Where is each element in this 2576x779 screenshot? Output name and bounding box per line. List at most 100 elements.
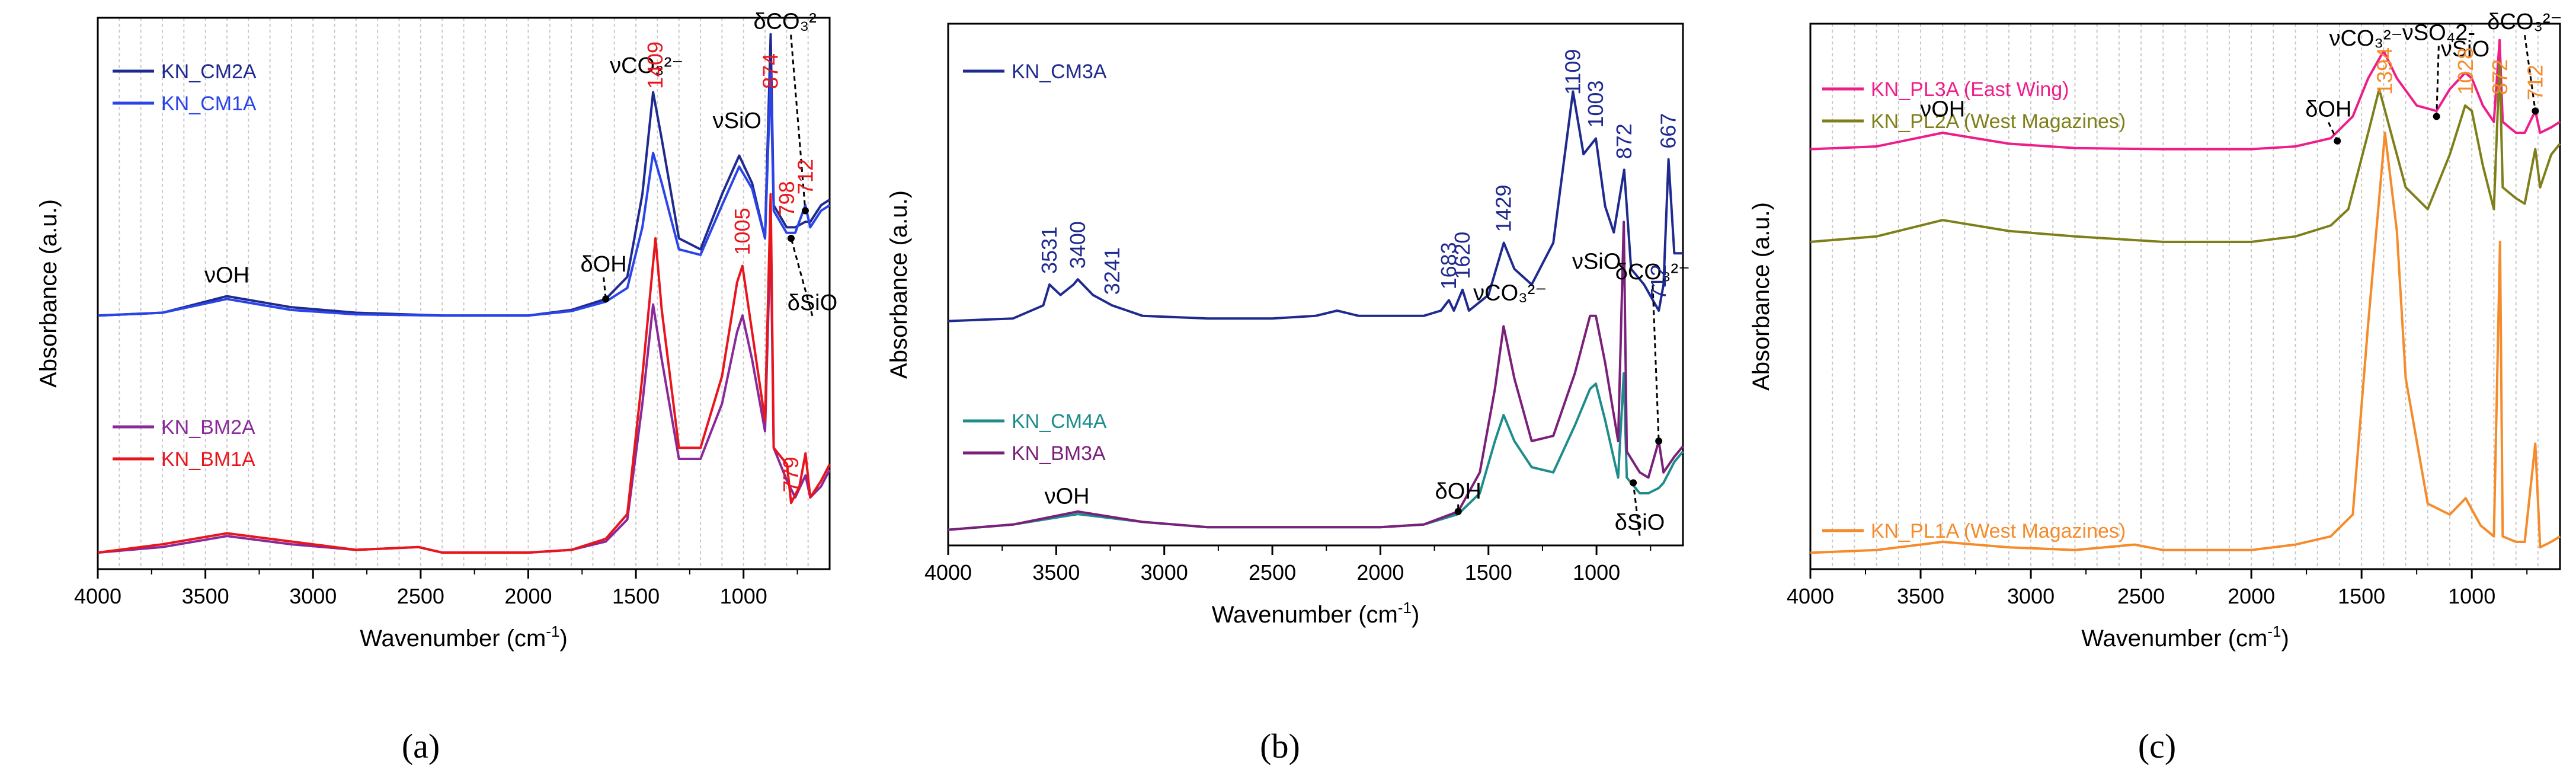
panel-caption-a: (a) (402, 727, 440, 765)
annotation-arrowhead (1454, 507, 1462, 515)
band-annotation: δOH (1435, 479, 1481, 504)
peak-label: 1028 (2453, 47, 2478, 95)
series-line-kn_bm3a (948, 221, 1684, 531)
plot-frame (1809, 23, 2561, 570)
peak-label: 1003 (1583, 81, 1608, 128)
peak-label: 1429 (1492, 185, 1516, 232)
legend-label: KN_CM1A (161, 92, 257, 115)
annotation-arrowhead (2532, 107, 2539, 115)
peak-label: 1683 (1436, 242, 1461, 289)
x-tick-label: 4000 (924, 560, 972, 585)
annotation-arrow (2523, 34, 2536, 111)
annotation-arrowhead (2334, 137, 2341, 145)
band-annotation: νCO₃²⁻ (1473, 280, 1547, 305)
peak-label: 1620 (1450, 232, 1474, 279)
x-tick-label: 3000 (289, 584, 337, 608)
plot-frame (97, 17, 831, 570)
y-axis-label: Absorbance (a.u.) (36, 199, 62, 388)
x-tick-label: 3000 (2007, 584, 2055, 608)
plot-frame (947, 23, 1684, 547)
legend-label: KN_PL1A (West Magazines) (1871, 520, 2126, 542)
annotation-arrowhead (801, 207, 809, 215)
annotation-arrow (790, 34, 807, 211)
x-tick-label: 2500 (2117, 584, 2165, 608)
chart-panel-b: 4000 3500 3000 2500 2000 1500 1000 Wavenumber (… (886, 23, 1690, 628)
band-annotation: νSiO (1572, 250, 1621, 274)
band-annotation: δCO₃²⁻ (2487, 9, 2562, 34)
x-tick-label: 2000 (504, 584, 552, 608)
band-annotation: νCO₃²⁻ (610, 53, 683, 78)
band-annotation: νSiO (713, 108, 761, 133)
x-tick-label: 1500 (612, 584, 660, 608)
legend-label: KN_BM3A (1012, 442, 1106, 465)
peak-label: 1394 (2373, 47, 2397, 95)
x-tick-label: 2000 (2228, 584, 2275, 608)
annotation-arrow (603, 277, 607, 299)
band-annotation: νOH (1920, 97, 1965, 122)
panel-caption-c: (c) (2138, 727, 2176, 765)
peak-label: 712 (793, 159, 817, 194)
x-tick-label: 3500 (1897, 584, 1944, 608)
peak-label: 798 (775, 181, 799, 216)
peak-label: 1409 (643, 41, 667, 89)
series-line-kn_pl2a (1810, 60, 2561, 243)
legend-label: KN_PL2A (West Magazines) (1871, 110, 2126, 133)
series-line-kn_pl3a (1810, 39, 2561, 151)
x-tick-label: 4000 (1787, 584, 1834, 608)
peak-label: 872 (1612, 123, 1636, 159)
band-annotation: δCO₃²⁻ (1615, 260, 1690, 285)
band-annotation: νCO₃²⁻ (2329, 26, 2402, 51)
band-annotation: νOH (204, 263, 249, 288)
panel-caption-b: (b) (1260, 727, 1300, 765)
band-annotation: δOH (581, 252, 627, 277)
legend-label: KN_CM3A (1012, 60, 1107, 83)
x-tick-label: 1000 (720, 584, 767, 608)
x-tick-label: 1000 (1573, 560, 1620, 585)
band-annotation: δCO₃²⁻ (753, 9, 828, 34)
series-line-kn_cm3a (948, 90, 1683, 323)
y-axis-label: Absorbance (a.u.) (886, 190, 912, 379)
peak-label: 872 (2488, 59, 2512, 95)
annotation-arrowhead (1630, 479, 1637, 487)
x-tick-label: 3500 (182, 584, 229, 608)
peak-label: 712 (2523, 65, 2547, 100)
annotation-arrowhead (1655, 438, 1663, 445)
x-axis-label: Wavenumber (cm-1) (2081, 622, 2289, 652)
x-tick-label: 1500 (1465, 560, 1512, 585)
annotation-arrow (2436, 46, 2440, 117)
x-tick-label: 3000 (1141, 560, 1188, 585)
annotation-arrowhead (787, 235, 795, 242)
x-axis-label: Wavenumber (cm-1) (360, 622, 568, 652)
series-line-kn_bm1a (97, 193, 831, 554)
chart-panel-a: 4000 3500 3000 2500 2000 1500 1000 Wavenumber (… (36, 9, 837, 652)
x-axis-label: Wavenumber (cm-1) (1212, 599, 1420, 628)
peak-label: 3400 (1065, 221, 1090, 269)
band-annotation: δOH (2305, 97, 2351, 122)
legend-label: KN_CM2A (161, 60, 257, 83)
annotation-arrow (1652, 285, 1660, 442)
x-tick-label: 2500 (397, 584, 444, 608)
y-axis-label: Absorbance (a.u.) (1748, 202, 1774, 391)
x-tick-label: 2500 (1249, 560, 1296, 585)
annotation-arrowhead (2433, 113, 2440, 120)
x-tick-label: 1500 (2338, 584, 2385, 608)
peak-label: 3531 (1037, 226, 1061, 274)
peak-label: 3241 (1100, 247, 1124, 295)
chart-panel-c: 4000 3500 3000 2500 2000 1500 1000 Wavenumber (… (1748, 9, 2562, 652)
peak-label: 779 (779, 456, 803, 492)
x-tick-label: 3500 (1032, 560, 1080, 585)
band-annotation: δSiO (788, 290, 838, 315)
annotation-arrow (790, 238, 814, 317)
series-line-kn_cm1a (97, 72, 831, 317)
annotation-arrowhead (602, 295, 610, 303)
annotation-arrow (1632, 483, 1641, 536)
legend-label: KN_CM4A (1012, 410, 1107, 433)
peak-label: 874 (758, 53, 782, 89)
peak-label: 712 (1646, 264, 1671, 300)
legend-label: KN_BM1A (161, 448, 255, 471)
legend-label: KN_PL3A (East Wing) (1871, 78, 2069, 101)
band-annotation: νOH (1045, 484, 1090, 509)
series-line-kn_pl1a (1810, 132, 2561, 554)
band-annotation: νSO₄2- (2402, 21, 2475, 46)
